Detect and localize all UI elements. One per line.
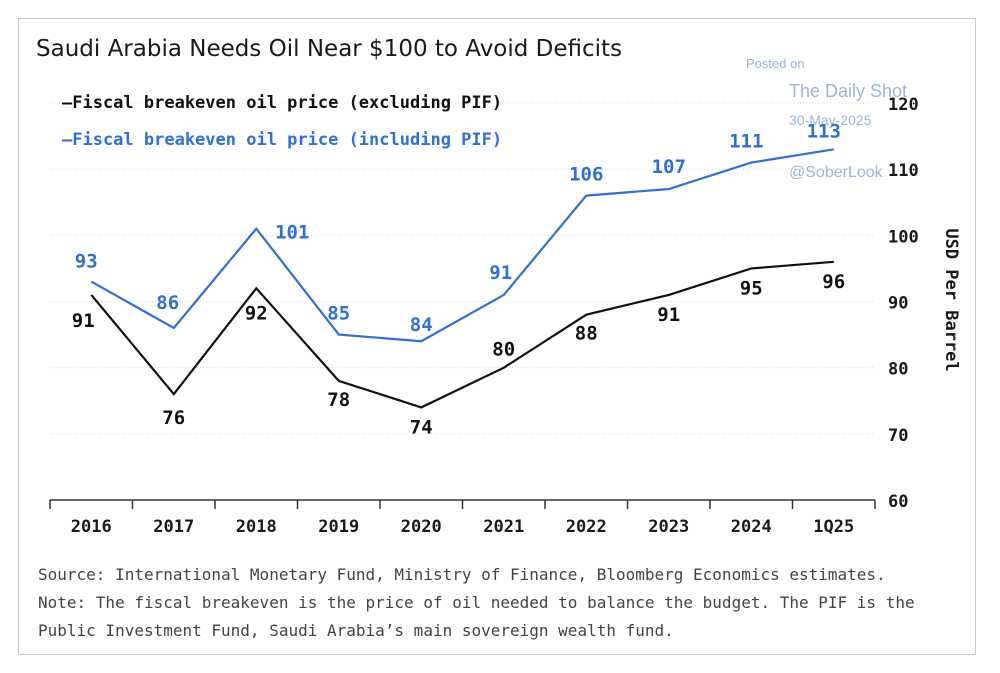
data-label-including-pif: 84 (410, 314, 433, 336)
y-axis-label: USD Per Barrel (941, 228, 961, 371)
chart-title: Saudi Arabia Needs Oil Near $100 to Avoi… (36, 36, 622, 62)
x-tick-label: 2016 (71, 517, 112, 537)
y-tick-label: 70 (888, 426, 908, 446)
data-label-excluding-pif: 88 (575, 323, 598, 345)
data-label-including-pif: 113 (807, 120, 841, 142)
legend-entry-excluding-pif: —Fiscal breakeven oil price (excluding P… (62, 93, 502, 113)
y-tick-label: 60 (888, 492, 908, 512)
y-tick-label: 110 (888, 161, 919, 181)
data-label-excluding-pif: 92 (245, 302, 268, 324)
y-tick-label: 100 (888, 227, 919, 247)
y-tick-label: 120 (888, 95, 919, 115)
data-label-including-pif: 93 (75, 251, 98, 273)
data-label-excluding-pif: 95 (740, 277, 763, 299)
data-label-including-pif: 91 (489, 262, 512, 284)
watermark-posted: Posted on (746, 56, 805, 71)
data-label-excluding-pif: 96 (822, 271, 845, 293)
series-line-including-pif (90, 148, 834, 343)
series-lines (90, 148, 834, 409)
watermark: Posted on The Daily Shot 30-May-2025 @So… (746, 56, 907, 181)
watermark-handle: @SoberLook (789, 164, 884, 181)
data-label-including-pif: 101 (275, 222, 309, 244)
x-tick-label: 2022 (566, 517, 607, 537)
footer-source: Source: International Monetary Fund, Min… (38, 565, 886, 584)
footer-note-continued: Public Investment Fund, Saudi Arabia’s m… (38, 621, 674, 640)
watermark-source: The Daily Shot (789, 81, 907, 101)
data-label-including-pif: 86 (156, 292, 179, 314)
data-label-including-pif: 85 (327, 303, 350, 325)
x-tick-label: 2021 (483, 517, 524, 537)
legend-entry-including-pif: —Fiscal breakeven oil price (including P… (62, 130, 502, 150)
data-label-including-pif: 106 (569, 164, 603, 186)
x-tick-label: 1Q25 (813, 517, 854, 537)
chart-frame (18, 18, 976, 655)
data-label-excluding-pif: 76 (162, 407, 185, 429)
data-labels: 91 76 92 78 74 80 88 91 95 96 93 86 101 85 84 91 106 107 1… (72, 120, 845, 438)
data-label-excluding-pif: 91 (72, 310, 95, 332)
data-label-excluding-pif: 91 (657, 304, 680, 326)
x-axis: 2016 2017 2018 2019 2020 2021 2022 2023 2024 1Q25 (49, 499, 876, 537)
data-label-excluding-pif: 74 (410, 416, 433, 438)
data-label-including-pif: 111 (729, 131, 763, 153)
x-tick-label: 2020 (401, 517, 442, 537)
series-line-excluding-pif (90, 260, 834, 409)
watermark-date: 30-May-2025 (789, 112, 872, 128)
data-label-excluding-pif: 78 (327, 389, 350, 411)
data-label-including-pif: 107 (652, 156, 686, 178)
x-tick-label: 2018 (236, 517, 277, 537)
gridlines (50, 102, 875, 435)
y-axis: 60 70 80 90 100 110 120 (888, 95, 919, 512)
footer-note: Note: The fiscal breakeven is the price … (38, 593, 915, 612)
y-tick-label: 90 (888, 294, 908, 314)
data-label-excluding-pif: 80 (492, 339, 515, 361)
x-tick-label: 2017 (153, 517, 194, 537)
x-tick-label: 2019 (318, 517, 359, 537)
x-tick-label: 2024 (731, 517, 772, 537)
x-tick-label: 2023 (648, 517, 689, 537)
y-tick-label: 80 (888, 360, 908, 380)
